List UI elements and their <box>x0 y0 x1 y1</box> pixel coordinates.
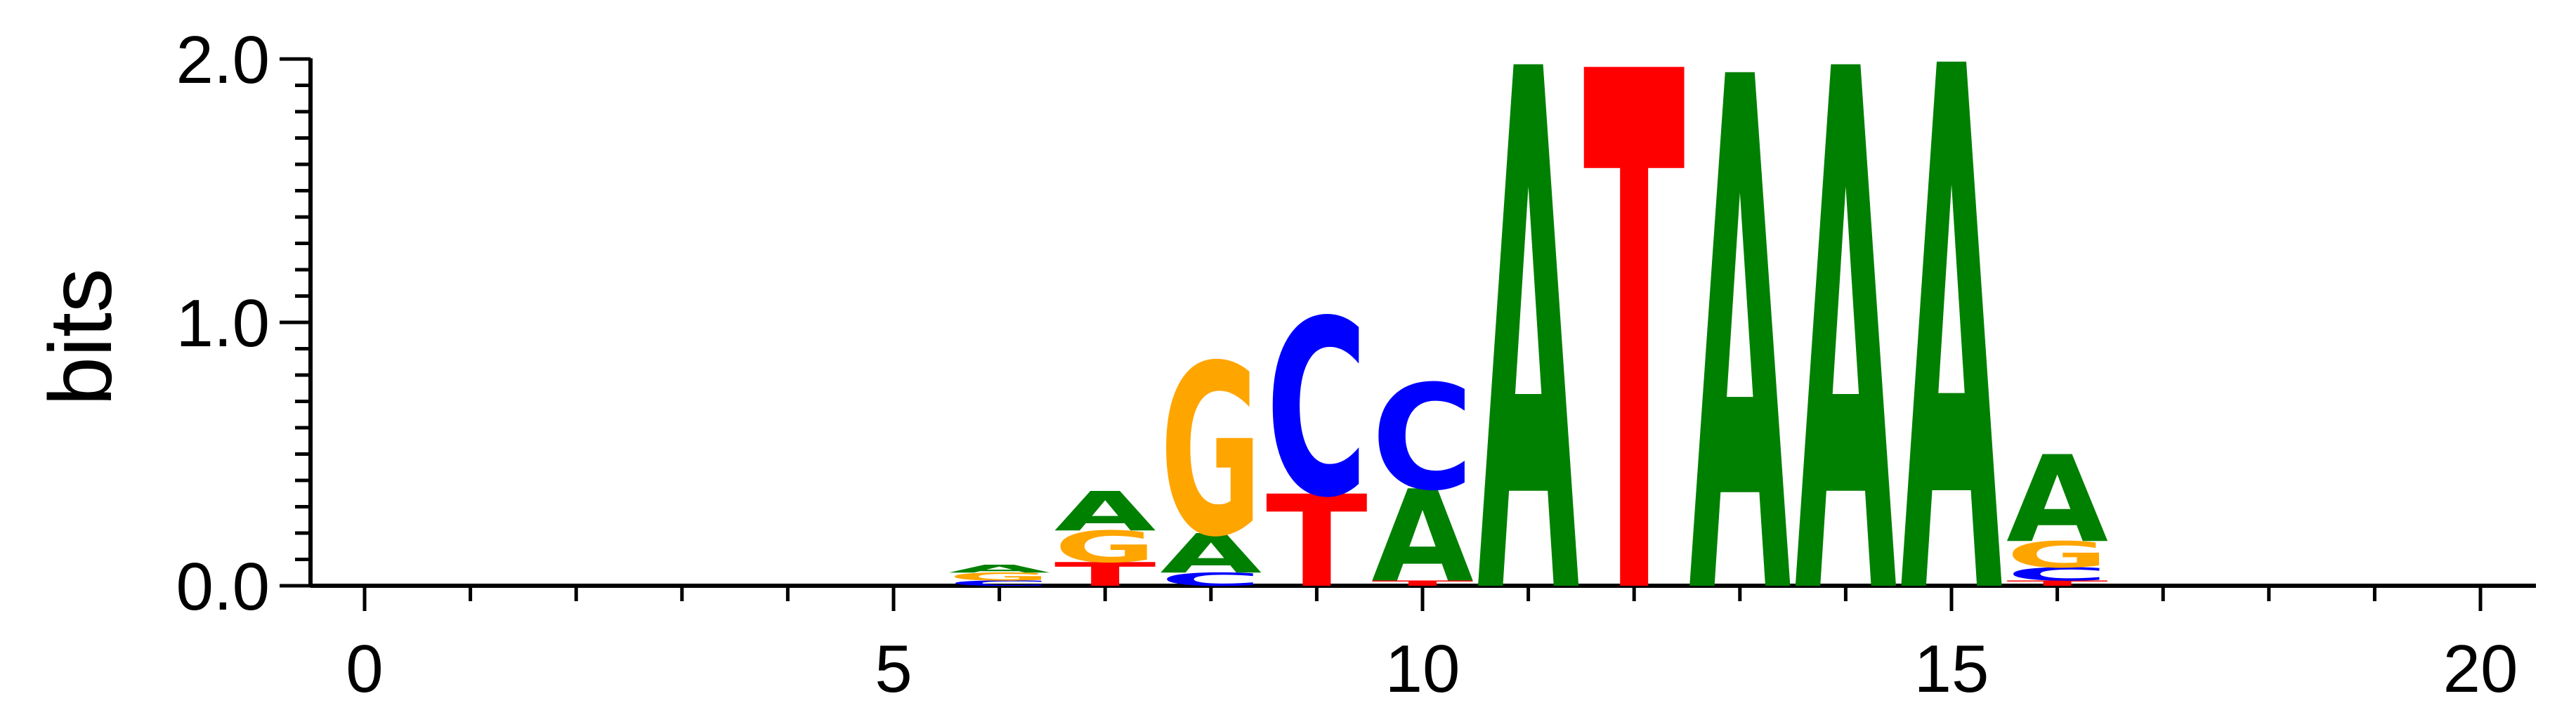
svg-text:T: T <box>1266 469 1368 616</box>
x-tick-label: 10 <box>1385 631 1460 707</box>
svg-text:T: T <box>1054 556 1156 593</box>
logo-letter-a: A <box>2006 431 2108 570</box>
logo-letter-g: G <box>1054 522 1156 572</box>
logo-letter-t: T <box>1054 556 1156 593</box>
logo-letter-c: C <box>1372 354 1474 523</box>
svg-text:A: A <box>1689 0 1791 722</box>
svg-text:C: C <box>1372 354 1474 523</box>
logo-letter-t: T <box>1583 0 1686 722</box>
logo-letter-a: A <box>1054 480 1156 544</box>
svg-text:A: A <box>1477 0 1580 722</box>
svg-text:A: A <box>1795 0 1897 722</box>
svg-text:C: C <box>2006 564 2108 585</box>
svg-text:A: A <box>2006 431 2108 570</box>
x-axis-ticks: 0 5 10 15 20 <box>346 586 2518 707</box>
svg-text:G: G <box>1054 522 1156 572</box>
svg-text:A: A <box>948 563 1050 575</box>
logo-letter-c: C <box>948 579 1050 587</box>
svg-text:T: T <box>1372 579 1474 587</box>
x-tick-label: 15 <box>1914 631 1989 707</box>
logo-letter-a: A <box>1901 0 2003 722</box>
svg-text:A: A <box>1054 480 1156 544</box>
svg-text:A: A <box>1372 464 1474 611</box>
logo-letter-a: A <box>1795 0 1897 722</box>
logo-letter-t: T <box>1372 579 1474 587</box>
logo-letter-c: C <box>1160 569 1262 590</box>
logo-letter-t: T <box>1266 469 1368 616</box>
x-tick-label: 5 <box>875 631 912 707</box>
svg-text:C: C <box>1266 270 1368 551</box>
svg-text:A: A <box>1160 523 1262 586</box>
x-tick-label: 20 <box>2443 631 2518 707</box>
svg-text:G: G <box>2006 534 2108 576</box>
logo-letter-a: A <box>948 563 1050 575</box>
svg-text:T: T <box>2006 579 2108 587</box>
y-axis-label: bits <box>31 268 130 406</box>
logo-letter-g: G <box>2006 534 2108 576</box>
logo-letter-t: T <box>2006 579 2108 587</box>
logo-letter-a: A <box>1372 464 1474 611</box>
logo-letter-a: A <box>1689 0 1791 722</box>
svg-text:C: C <box>1160 569 1262 590</box>
logo-letter-a: A <box>1477 0 1580 722</box>
y-tick-label: 0.0 <box>176 549 270 624</box>
y-tick-label: 1.0 <box>176 286 270 361</box>
y-tick-label: 2.0 <box>176 22 270 98</box>
logo-letter-g: G <box>1160 316 1262 589</box>
svg-text:A: A <box>1901 0 2003 722</box>
svg-text:G: G <box>948 570 1050 583</box>
logo-letter-a: A <box>1160 523 1262 586</box>
svg-text:G: G <box>1160 316 1262 589</box>
x-tick-label: 0 <box>346 631 383 707</box>
logo-letter-c: C <box>2006 564 2108 585</box>
y-axis-ticks: 0.0 1.0 2.0 <box>176 22 310 624</box>
logo-letter-c: C <box>1266 270 1368 551</box>
logo-letter-g: G <box>948 570 1050 583</box>
svg-text:C: C <box>948 579 1050 587</box>
svg-text:T: T <box>1583 0 1686 722</box>
